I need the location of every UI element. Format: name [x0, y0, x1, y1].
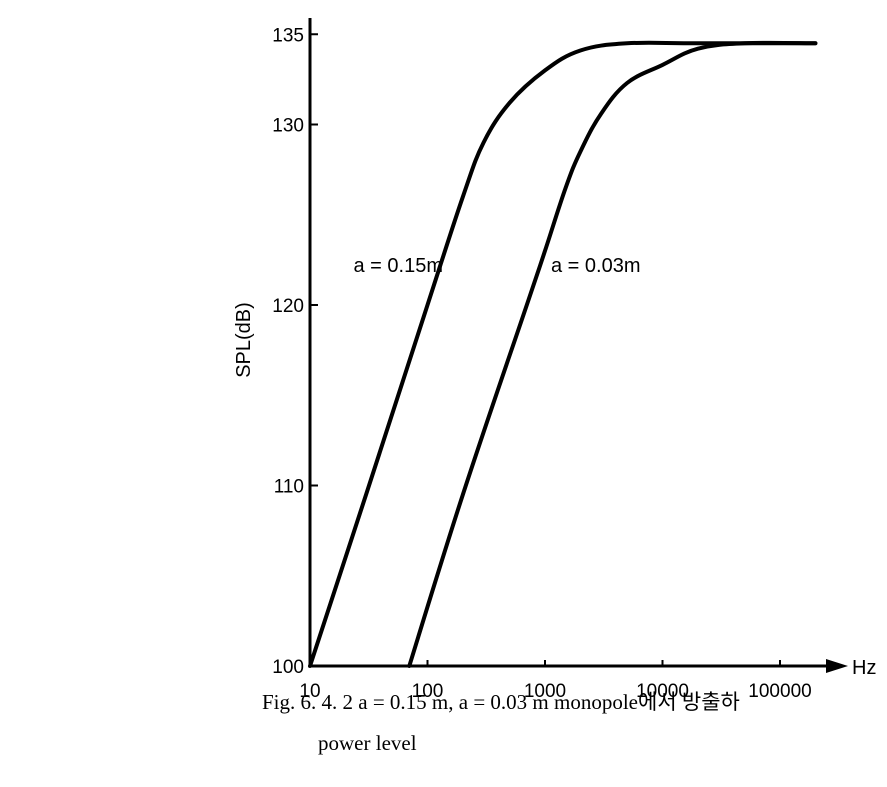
y-tick-label: 135 — [272, 25, 304, 46]
figure-caption-line1: Fig. 6. 4. 2 a = 0.15 m, a = 0.03 m mono… — [262, 690, 740, 714]
ticks: 100 110 120 130 135 10 100 1000 10000 100000 — [272, 25, 811, 702]
x-axis-label: Hz — [852, 657, 876, 679]
x-tick-label: 100 — [412, 681, 444, 702]
x-tick-label: 1000 — [524, 681, 566, 702]
series-label-1: a = 0.15m — [353, 255, 443, 277]
y-tick-label: 110 — [274, 477, 304, 498]
x-tick-label: 100000 — [748, 681, 811, 702]
x-tick-label: 10 — [299, 681, 320, 702]
y-tick-label: 130 — [272, 116, 304, 137]
series-line-2 — [407, 40, 818, 668]
axes — [308, 18, 848, 673]
series-line-1 — [308, 40, 818, 668]
x-axis-arrow-icon — [826, 659, 848, 673]
y-tick-label: 100 — [272, 657, 304, 678]
series-label-2: a = 0.03m — [551, 255, 641, 277]
labels-layer: Hz SPL(dB) a = 0.15m a = 0.03m — [233, 255, 876, 679]
figure-caption-line2: power level — [318, 731, 417, 755]
y-tick-label: 120 — [272, 296, 304, 317]
series-layer — [308, 40, 818, 668]
y-axis-label: SPL(dB) — [233, 302, 255, 378]
x-tick-label: 10000 — [636, 681, 689, 702]
